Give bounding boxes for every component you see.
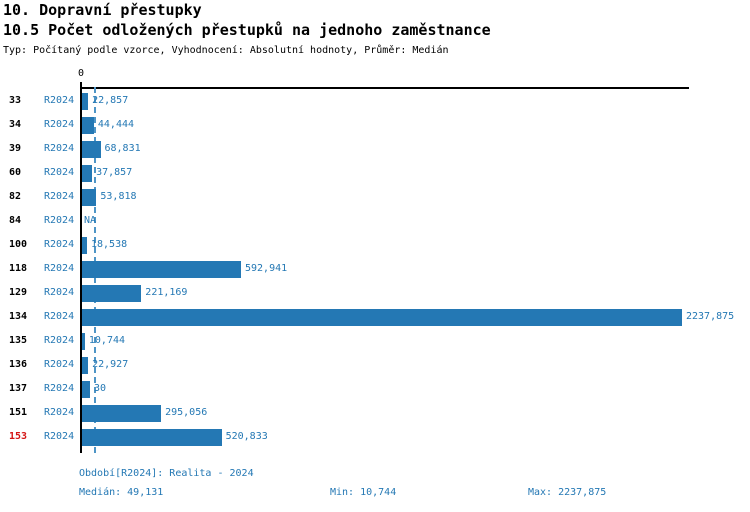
row-period-label: R2024: [44, 263, 75, 274]
bar-value-label: 22,857: [92, 95, 129, 106]
chart-row: 151 R2024 295,056: [0, 401, 750, 425]
row-period-label: R2024: [44, 407, 75, 418]
chart-subtitle: 10.5 Počet odložených přestupků na jedno…: [3, 21, 491, 39]
row-period-label: R2024: [44, 143, 75, 154]
chart-row: 82 R2024 53,818: [0, 185, 750, 209]
row-period-label: R2024: [44, 239, 75, 250]
bar-value-label: 592,941: [245, 263, 288, 274]
row-id-label: 82: [9, 191, 22, 202]
row-id-label: 137: [9, 383, 28, 394]
row-period-label: R2024: [44, 335, 75, 346]
bar-value-label: 10,744: [88, 335, 126, 346]
chart-row: 153 R2024 520,833: [0, 425, 750, 449]
row-period-label: R2024: [44, 383, 75, 394]
chart-row: 39 R2024 68,831: [0, 137, 750, 161]
chart-row: 118 R2024 592,941: [0, 257, 750, 281]
footer-median-stat: Medián: 49,131: [79, 487, 164, 498]
bar: [82, 188, 97, 206]
bar-value-label: 30: [94, 383, 107, 394]
axis-zero-label: 0: [77, 68, 85, 79]
bar-value-label: 22,927: [92, 359, 129, 370]
bar: [82, 92, 89, 110]
bar-value-label: 37,857: [96, 167, 133, 178]
row-id-label: 134: [9, 311, 28, 322]
row-id-label: 39: [9, 143, 22, 154]
row-period-label: R2024: [44, 95, 75, 106]
chart-row: 135 R2024 10,744: [0, 329, 750, 353]
row-id-label: 33: [9, 95, 22, 106]
row-period-label: R2024: [44, 431, 75, 442]
chart-row: 34 R2024 44,444: [0, 113, 750, 137]
bar: [82, 428, 222, 446]
chart-row: 136 R2024 22,927: [0, 353, 750, 377]
bar: [82, 260, 241, 278]
bar: [82, 380, 90, 398]
axis-zero-tick: [80, 82, 82, 87]
row-period-label: R2024: [44, 287, 75, 298]
row-id-label: 153: [9, 431, 28, 442]
row-id-label: 135: [9, 335, 28, 346]
bar: [82, 284, 142, 302]
footer-min-stat: Min: 10,744: [330, 487, 397, 498]
bar-value-label: 2237,875: [686, 311, 735, 322]
chart-meta-line: Typ: Počítaný podle vzorce, Vyhodnocení:…: [3, 45, 449, 56]
row-id-label: 60: [9, 167, 22, 178]
bar-value-label: 295,056: [165, 407, 208, 418]
bar-value-label: 520,833: [225, 431, 268, 442]
bar: [82, 116, 94, 134]
row-period-label: R2024: [44, 167, 75, 178]
row-id-label: 129: [9, 287, 28, 298]
bar-value-label: 221,169: [145, 287, 188, 298]
axis-vertical-line: [80, 87, 82, 453]
row-id-label: 151: [9, 407, 28, 418]
row-id-label: 100: [9, 239, 28, 250]
bar: [82, 332, 85, 350]
row-period-label: R2024: [44, 359, 75, 370]
bar: [82, 356, 89, 374]
chart-title: 10. Dopravní přestupky: [3, 1, 202, 19]
row-id-label: 34: [9, 119, 22, 130]
row-id-label: 136: [9, 359, 28, 370]
row-period-label: R2024: [44, 119, 75, 130]
chart-row: 134 R2024 2237,875: [0, 305, 750, 329]
bar-value-label: NA: [84, 215, 97, 226]
chart-row: 60 R2024 37,857: [0, 161, 750, 185]
row-id-label: 118: [9, 263, 28, 274]
bar-value-label: 18,538: [91, 239, 128, 250]
axis-top-line: [81, 87, 689, 89]
chart-row: 137 R2024 30: [0, 377, 750, 401]
chart-row: 129 R2024 221,169: [0, 281, 750, 305]
row-period-label: R2024: [44, 191, 75, 202]
row-id-label: 84: [9, 215, 22, 226]
bar-value-label: 44,444: [97, 119, 135, 130]
chart-row: 84 R2024 NA: [0, 209, 750, 233]
chart-row: 100 R2024 18,538: [0, 233, 750, 257]
footer-max-stat: Max: 2237,875: [528, 487, 607, 498]
footer-period-info: Období[R2024]: Realita - 2024: [79, 468, 254, 479]
bar: [82, 236, 87, 254]
bar: [82, 404, 162, 422]
bar: [82, 164, 93, 182]
bar: [82, 308, 682, 326]
bar-value-label: 68,831: [104, 143, 141, 154]
row-period-label: R2024: [44, 311, 75, 322]
row-period-label: R2024: [44, 215, 75, 226]
chart-row: 33 R2024 22,857: [0, 89, 750, 113]
bar-value-label: 53,818: [100, 191, 137, 202]
bar: [82, 140, 101, 158]
